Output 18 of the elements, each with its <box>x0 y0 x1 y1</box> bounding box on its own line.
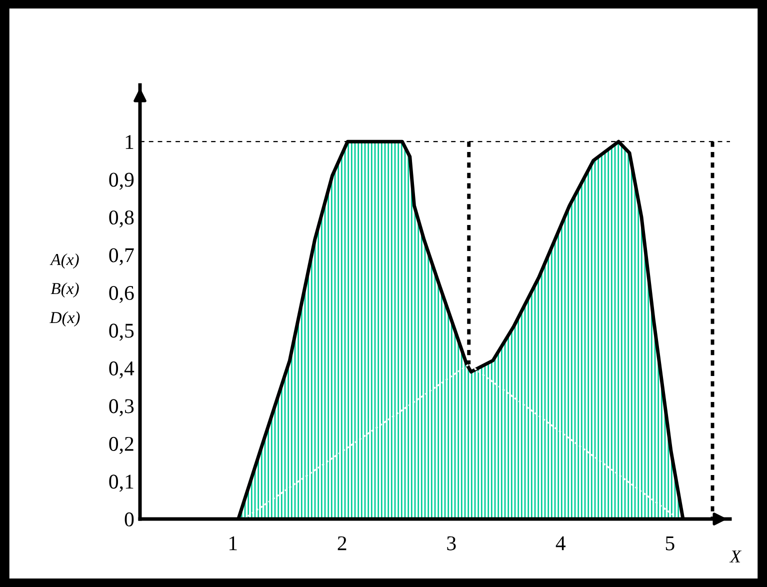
y-tick-label: 0,5 <box>109 324 134 341</box>
y-tick-label: 0,2 <box>109 436 134 454</box>
y-tick-label: 0,8 <box>109 210 134 228</box>
x-tick-label: 2 <box>338 536 346 550</box>
y-tick-label: 0,9 <box>109 172 134 190</box>
x-axis-title: X <box>729 550 742 562</box>
x-tick-label: 1 <box>229 536 237 550</box>
y-tick-label: 0,1 <box>109 474 134 492</box>
y-axis-title: A(x) B(x) D(x) <box>50 253 80 327</box>
x-tick-label: 4 <box>556 536 566 550</box>
y-tick-label: 0,4 <box>109 361 134 378</box>
y-tick-label: 0,7 <box>109 248 134 266</box>
y-tick-label: 0 <box>124 512 134 526</box>
y-tick-label: 0,3 <box>109 399 134 416</box>
y-tick-label: 1 <box>126 135 134 149</box>
y-tick-label: 0,6 <box>109 286 134 303</box>
x-tick-label: 3 <box>447 536 456 550</box>
x-tick-label: 5 <box>666 536 674 550</box>
